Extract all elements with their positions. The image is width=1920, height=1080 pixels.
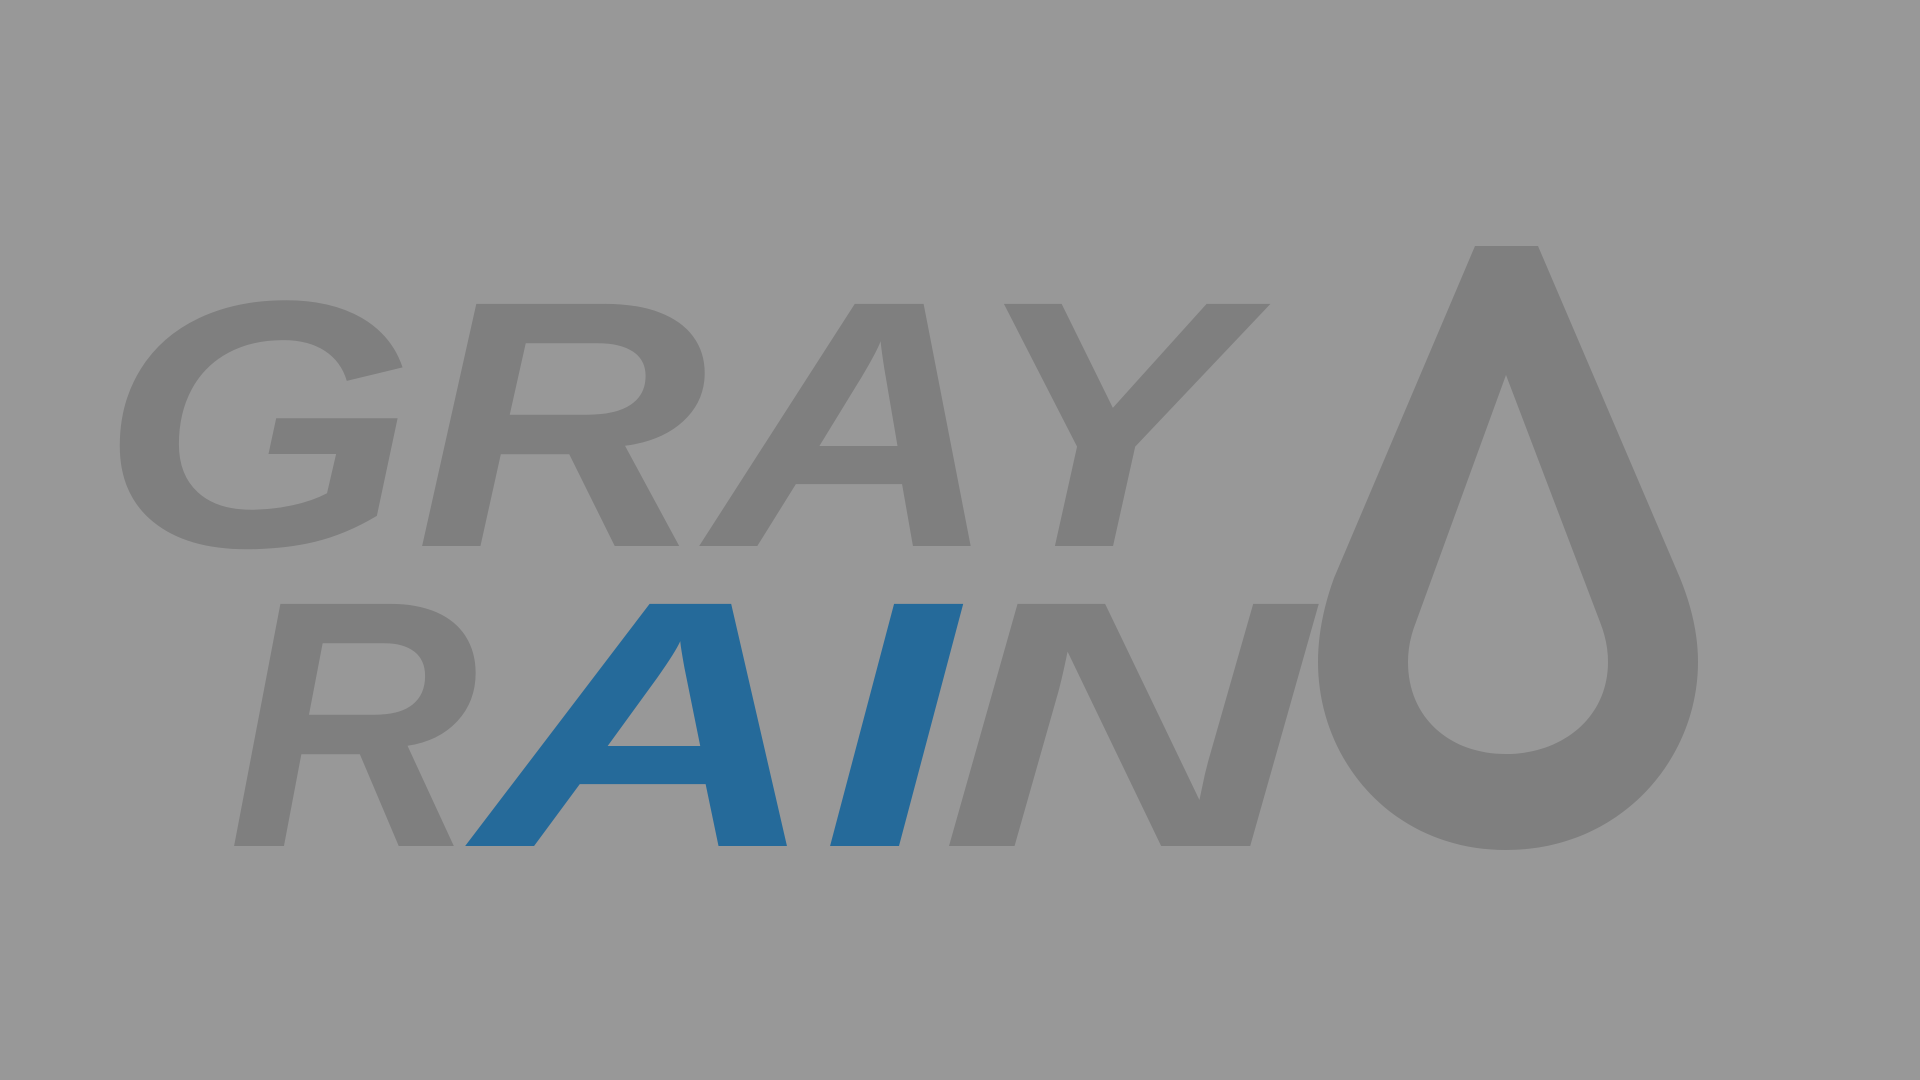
logo-line-2-ai: AI [460,527,964,921]
logo-line-2-r: R [228,527,478,921]
raindrop-icon [1318,246,1698,850]
logo-line-2-n: N [940,527,1324,921]
logo-line-1: GRAY [100,227,1274,621]
